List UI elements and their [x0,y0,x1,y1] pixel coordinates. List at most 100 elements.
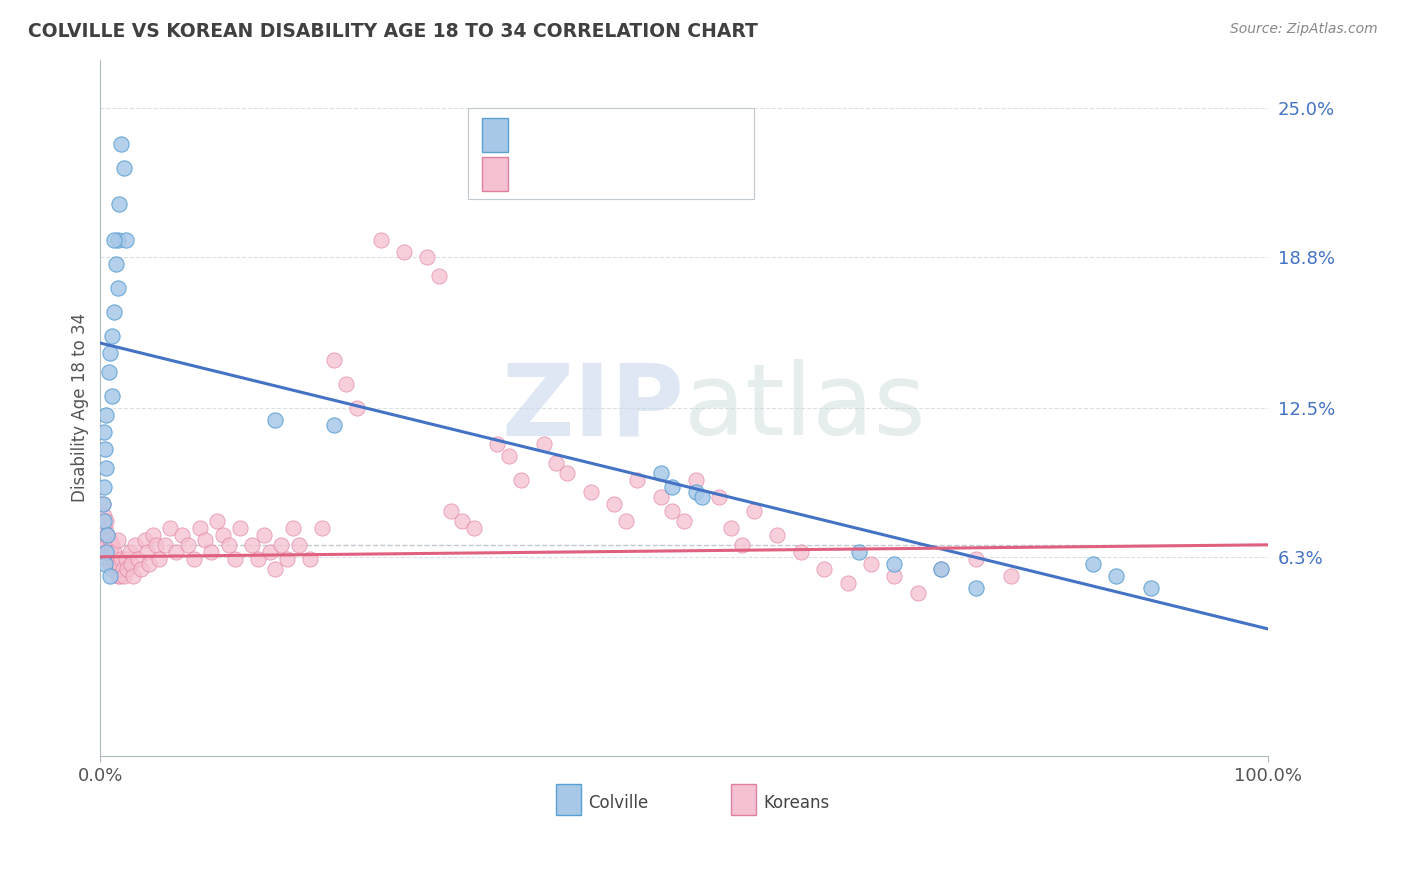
Point [93,480,115,494]
Point [107,233,129,247]
Y-axis label: Disability Age 18 to 34: Disability Age 18 to 34 [72,313,89,502]
Point [240,538,263,552]
Text: Colville: Colville [588,794,648,812]
Point [118,545,141,559]
Point [134,533,156,547]
Point [486,437,509,451]
Point [177,538,200,552]
Point [101,538,124,552]
Point [965,581,987,595]
Point [246,552,269,566]
Point [105,562,128,576]
Text: ZIP: ZIP [501,359,685,457]
Point [720,521,742,535]
Point [322,417,344,432]
Point [96,408,118,422]
Point [929,562,952,576]
Point [101,389,124,403]
Point [1000,569,1022,583]
Point [110,552,132,566]
Point [731,538,754,552]
FancyBboxPatch shape [482,118,508,152]
Point [259,545,281,559]
Point [170,528,193,542]
Point [142,528,165,542]
Point [101,562,124,576]
Point [276,552,298,566]
Point [264,562,287,576]
Text: 25: 25 [676,121,697,139]
Point [661,480,683,494]
Point [427,268,450,283]
Point [108,196,131,211]
Point [108,569,131,583]
Point [91,497,114,511]
Point [94,442,117,456]
Point [766,528,789,542]
Point [103,233,125,247]
Text: R =: R = [517,121,553,139]
Text: 0.037: 0.037 [553,159,605,178]
Point [108,557,131,571]
Point [965,552,987,566]
Point [557,466,579,480]
Point [104,257,127,271]
Point [322,352,344,367]
Point [883,569,905,583]
Point [907,586,929,600]
Point [103,305,125,319]
Point [98,345,121,359]
Point [603,497,626,511]
Point [685,473,707,487]
Point [96,552,118,566]
Point [685,485,707,500]
Point [91,521,114,535]
FancyBboxPatch shape [555,784,581,815]
Point [848,545,870,559]
Point [129,562,152,576]
Point [103,545,125,559]
Text: 105: 105 [676,159,707,178]
Point [94,521,117,535]
Point [110,136,132,151]
Point [859,557,882,571]
Text: R =: R = [517,159,553,178]
Point [183,552,205,566]
Point [498,449,520,463]
Text: atlas: atlas [685,359,925,457]
Point [93,425,115,439]
Text: -0.438: -0.438 [553,121,606,139]
Point [101,328,124,343]
Point [544,456,567,470]
Point [98,569,121,583]
Point [112,161,135,175]
Point [335,376,357,391]
Text: N =: N = [641,159,678,178]
Point [188,521,211,535]
Point [837,576,859,591]
Point [439,504,461,518]
Point [194,533,217,547]
Point [111,562,134,576]
Point [124,538,146,552]
Point [614,514,637,528]
Point [94,545,117,559]
Point [136,545,159,559]
Point [97,365,120,379]
Point [346,401,368,415]
Point [96,545,118,559]
Point [1140,581,1163,595]
Point [122,569,145,583]
Point [115,552,138,566]
Point [212,528,235,542]
Point [218,538,240,552]
FancyBboxPatch shape [482,157,508,191]
Point [650,466,672,480]
Point [138,557,160,571]
Point [148,552,170,566]
Point [288,538,311,552]
Point [224,552,246,566]
Point [509,473,531,487]
Point [98,533,121,547]
Point [813,562,835,576]
